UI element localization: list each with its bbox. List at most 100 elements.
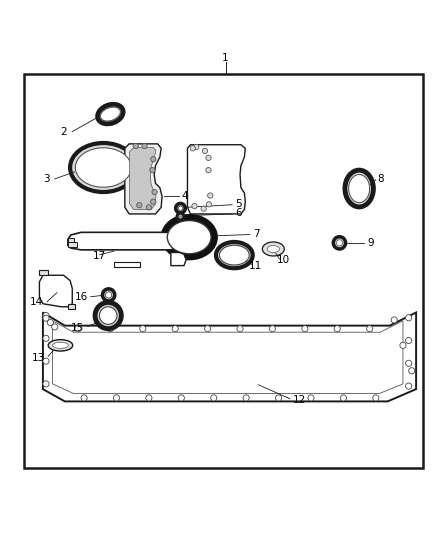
Text: 9: 9 <box>367 238 374 248</box>
Ellipse shape <box>100 107 120 121</box>
Ellipse shape <box>349 174 370 203</box>
Circle shape <box>206 155 211 160</box>
Circle shape <box>406 383 412 389</box>
Ellipse shape <box>164 217 215 257</box>
Circle shape <box>137 203 142 208</box>
Circle shape <box>151 157 156 162</box>
Ellipse shape <box>70 143 137 192</box>
Circle shape <box>106 292 112 298</box>
Circle shape <box>269 326 276 332</box>
Circle shape <box>276 395 282 401</box>
Circle shape <box>308 395 314 401</box>
Circle shape <box>237 326 243 332</box>
Circle shape <box>146 205 152 210</box>
Polygon shape <box>187 145 245 214</box>
Text: 12: 12 <box>293 394 306 405</box>
Circle shape <box>43 358 49 364</box>
Circle shape <box>367 326 373 332</box>
Polygon shape <box>53 342 68 349</box>
Polygon shape <box>262 242 284 256</box>
Polygon shape <box>114 262 140 266</box>
Circle shape <box>146 395 152 401</box>
Circle shape <box>243 395 249 401</box>
Circle shape <box>172 326 178 332</box>
Text: 11: 11 <box>249 261 262 271</box>
Circle shape <box>400 342 406 349</box>
Text: 15: 15 <box>71 323 84 333</box>
Ellipse shape <box>75 148 131 187</box>
Polygon shape <box>125 144 162 214</box>
Circle shape <box>102 289 115 301</box>
Circle shape <box>333 237 346 249</box>
Circle shape <box>334 326 340 332</box>
Polygon shape <box>68 238 74 243</box>
Text: 7: 7 <box>253 229 260 239</box>
Circle shape <box>177 213 184 220</box>
Text: 1: 1 <box>222 53 229 63</box>
Circle shape <box>176 204 185 213</box>
Circle shape <box>43 381 49 387</box>
Circle shape <box>340 395 346 401</box>
Circle shape <box>206 167 211 173</box>
Circle shape <box>142 143 147 149</box>
Circle shape <box>95 302 121 329</box>
Circle shape <box>373 395 379 401</box>
Circle shape <box>99 307 117 324</box>
Circle shape <box>178 395 184 401</box>
Ellipse shape <box>167 221 211 254</box>
Polygon shape <box>39 270 48 275</box>
Polygon shape <box>267 246 279 253</box>
Circle shape <box>190 146 195 151</box>
Text: 17: 17 <box>93 251 106 261</box>
Circle shape <box>151 199 156 204</box>
Ellipse shape <box>98 104 123 124</box>
Circle shape <box>201 206 206 211</box>
Polygon shape <box>68 304 75 309</box>
Polygon shape <box>68 232 183 250</box>
Circle shape <box>75 326 81 332</box>
Circle shape <box>81 395 87 401</box>
Circle shape <box>152 189 157 195</box>
Circle shape <box>43 312 49 319</box>
Circle shape <box>302 326 308 332</box>
Polygon shape <box>68 243 77 247</box>
Circle shape <box>205 326 211 332</box>
Polygon shape <box>171 253 186 265</box>
Circle shape <box>52 324 58 330</box>
Text: 8: 8 <box>378 174 384 184</box>
Circle shape <box>133 143 138 149</box>
Circle shape <box>336 240 343 246</box>
Circle shape <box>211 395 217 401</box>
Circle shape <box>194 144 199 150</box>
Text: 14: 14 <box>30 297 43 308</box>
Polygon shape <box>43 312 416 401</box>
Circle shape <box>202 148 208 154</box>
Text: 2: 2 <box>60 127 67 136</box>
Circle shape <box>43 315 49 321</box>
Circle shape <box>192 204 197 209</box>
Circle shape <box>406 314 412 321</box>
Circle shape <box>208 193 213 198</box>
Circle shape <box>107 326 113 332</box>
Text: 10: 10 <box>277 255 290 265</box>
Text: 5: 5 <box>236 199 242 209</box>
Circle shape <box>47 319 53 326</box>
Polygon shape <box>48 340 73 351</box>
Circle shape <box>406 337 412 344</box>
Circle shape <box>113 395 120 401</box>
Ellipse shape <box>216 242 253 268</box>
Circle shape <box>140 326 146 332</box>
Polygon shape <box>39 275 72 307</box>
Circle shape <box>43 335 49 342</box>
Text: 6: 6 <box>236 208 242 218</box>
Ellipse shape <box>219 245 249 265</box>
Text: 4: 4 <box>182 191 188 201</box>
Circle shape <box>391 317 397 323</box>
Circle shape <box>406 360 412 366</box>
Circle shape <box>409 368 415 374</box>
Text: 16: 16 <box>74 292 88 302</box>
Circle shape <box>150 167 155 173</box>
Ellipse shape <box>345 170 373 207</box>
Text: 3: 3 <box>43 174 49 184</box>
Polygon shape <box>130 147 156 209</box>
